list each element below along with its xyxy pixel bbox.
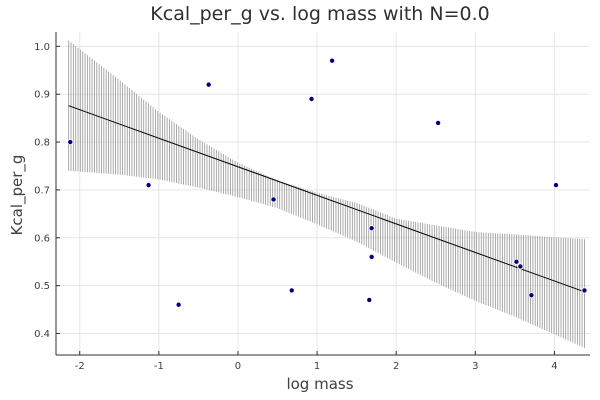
y-tick-label: 1.0 (34, 42, 50, 53)
data-point (67, 139, 74, 146)
data-point (517, 263, 524, 270)
data-point (581, 287, 588, 294)
data-point (368, 253, 375, 260)
y-tick-label: 0.8 (34, 138, 50, 149)
y-tick-label: 0.5 (34, 281, 50, 292)
fit-line (68, 105, 585, 293)
confidence-band (68, 40, 585, 348)
data-point (288, 287, 295, 294)
chart-title: Kcal_per_g vs. log mass with N=0.0 (150, 3, 489, 25)
data-points (67, 57, 588, 308)
data-point (435, 119, 442, 126)
data-point (145, 182, 152, 189)
x-tick-label: 3 (472, 361, 478, 372)
y-tick-label: 0.7 (34, 185, 50, 196)
grid (56, 32, 590, 355)
data-point (513, 258, 520, 265)
data-point (552, 182, 559, 189)
data-point (175, 301, 182, 308)
x-axis-label: log mass (286, 375, 353, 393)
y-tick-label: 0.9 (34, 90, 50, 101)
y-axis-label: Kcal_per_g (8, 155, 27, 236)
x-tick-label: 2 (393, 361, 399, 372)
y-tick-label: 0.6 (34, 233, 50, 244)
axes (55, 32, 590, 356)
data-point (368, 225, 375, 232)
fit-line-group (68, 105, 585, 293)
tick-labels: -2 -1 0 1 2 3 4 0.4 0.5 0.6 0.7 0.8 0.9 1.0 (34, 42, 557, 372)
x-tick-label: -1 (154, 361, 164, 372)
data-point (366, 296, 373, 303)
x-tick-label: 0 (235, 361, 241, 372)
x-tick-label: 4 (551, 361, 557, 372)
data-point (528, 292, 535, 299)
x-tick-label: 1 (314, 361, 320, 372)
x-tick-label: -2 (75, 361, 85, 372)
data-point (329, 57, 336, 64)
data-point (205, 81, 212, 88)
data-point (308, 95, 315, 102)
y-tick-label: 0.4 (34, 329, 50, 340)
data-point (270, 196, 277, 203)
